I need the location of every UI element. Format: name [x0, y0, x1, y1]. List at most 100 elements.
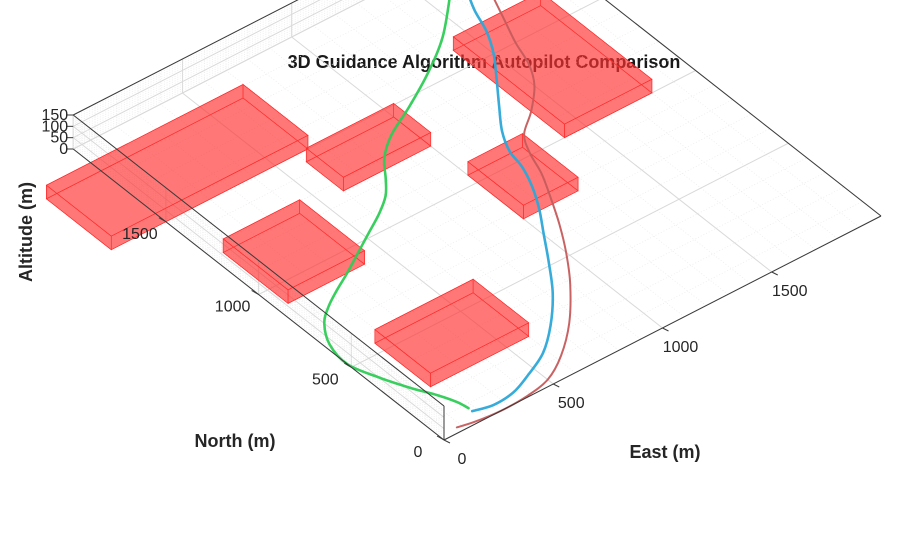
series-line-3	[322, 0, 470, 410]
back-wall-grid-line	[73, 0, 330, 132]
floor-grid-line	[147, 0, 553, 208]
top-edge-line	[72, 114, 445, 407]
left-wall-grid-line	[72, 139, 445, 432]
floor-grid-line	[313, 25, 685, 318]
series-layer	[322, 0, 572, 429]
floor-grid-line	[221, 41, 659, 266]
x-axis-tick-label: 1500	[772, 283, 808, 300]
floor-grid-line	[357, 3, 729, 295]
floor-grid-line	[160, 103, 532, 396]
floor-grid-line	[225, 70, 598, 362]
floor-grid-line	[269, 47, 641, 340]
building-6	[452, 0, 653, 139]
building-2	[222, 199, 366, 305]
z-axis-tick-label: 50	[50, 130, 68, 147]
left-wall-grid-line	[72, 132, 445, 425]
floor-grid-line	[110, 0, 459, 179]
floor-grid-line	[425, 201, 863, 426]
z-axis-tick-label: 0	[59, 141, 68, 158]
series-line-1	[455, 0, 572, 429]
floor-grid-line	[138, 115, 510, 407]
left-wall-grid-line	[72, 125, 445, 418]
left-wall-grid-line	[72, 119, 445, 411]
floor-edge-line	[604, 0, 882, 217]
x-axis-tick	[553, 383, 560, 388]
back-wall-grid-line	[73, 0, 312, 123]
z-axis-tick-label: 150	[41, 107, 68, 124]
floor-grid-line	[72, 0, 365, 150]
floor-grid-line	[332, 128, 770, 354]
building-face	[452, 0, 653, 125]
floor-grid-line	[247, 59, 620, 351]
building-5	[467, 133, 579, 220]
y-axis-tick-label: 0	[414, 444, 423, 461]
z-axis-label: Altitude (m)	[16, 182, 36, 282]
floor-grid-line	[406, 186, 845, 412]
building-1	[45, 83, 309, 251]
x-axis-tick-label: 500	[558, 395, 585, 412]
series-line-2	[468, 0, 555, 413]
back-wall-grid-line	[73, 0, 317, 125]
left-wall-grid-line	[72, 123, 445, 416]
y-axis-tick	[251, 290, 259, 295]
building-layer	[45, 0, 653, 388]
floor-grid-line	[568, 0, 860, 228]
z-axis-tick-label: 100	[41, 118, 68, 135]
back-wall-grid-line	[72, 0, 343, 139]
building-face	[45, 84, 309, 237]
top-edge-line	[72, 0, 299, 116]
left-wall-grid-line	[72, 137, 445, 430]
floor-grid-line	[496, 0, 816, 250]
chart-title: 3D Guidance Algorithm Autopilot Comparis…	[288, 52, 681, 72]
floor-grid-line	[116, 126, 488, 418]
building-face	[222, 199, 366, 291]
floor-grid-line	[351, 142, 789, 368]
back-wall-grid-line	[73, 0, 348, 141]
x-axis-tick	[662, 327, 669, 332]
floor-grid-line	[239, 55, 678, 281]
back-wall-grid-line	[72, 0, 321, 127]
left-wall-grid-line	[72, 121, 445, 414]
left-wall-grid-line	[72, 116, 445, 409]
floor-grid-line	[335, 14, 707, 306]
floor-grid-line	[388, 171, 826, 397]
back-wall-grid-line	[73, 0, 339, 136]
building-face	[374, 278, 530, 374]
back-wall-grid-line	[73, 0, 356, 145]
floor-grid-line	[388, 0, 751, 284]
left-wall-grid-line	[72, 128, 445, 420]
x-axis-tick-label: 0	[458, 451, 467, 468]
y-axis-tick	[158, 217, 167, 223]
x-axis-tick	[771, 271, 778, 276]
back-wall-grid-line	[73, 0, 352, 143]
floor-grid-line	[369, 157, 808, 383]
floor-grid-line	[94, 137, 467, 430]
floor-grid-line	[314, 113, 752, 339]
floor-grid-line	[128, 0, 506, 194]
left-wall-grid-line	[72, 146, 445, 439]
building-4	[374, 278, 530, 388]
left-wall-grid-line	[72, 144, 445, 436]
floor-grid-line	[460, 0, 794, 262]
floor-grid-line	[184, 11, 622, 237]
floor-grid-line	[532, 0, 838, 239]
y-axis-tick	[344, 362, 352, 368]
x-axis-label: East (m)	[629, 442, 700, 462]
left-wall-grid-line	[72, 141, 445, 434]
back-wall-grid-line	[73, 0, 334, 134]
left-wall-grid-line	[72, 130, 445, 423]
back-wall-grid-line	[73, 0, 303, 118]
back-wall-grid-line	[73, 0, 308, 120]
building-3	[305, 102, 432, 192]
y-axis-tick-label: 1000	[215, 299, 251, 316]
y-axis-tick-label: 500	[312, 371, 339, 388]
floor-grid-line	[91, 0, 412, 164]
floor-grid-line	[295, 99, 733, 324]
x-axis-tick-label: 1000	[663, 339, 699, 356]
floor-grid-line	[202, 26, 641, 252]
y-axis-tick	[436, 435, 445, 441]
y-axis-tick-label: 1500	[122, 226, 158, 243]
back-wall-grid-line	[73, 0, 325, 129]
